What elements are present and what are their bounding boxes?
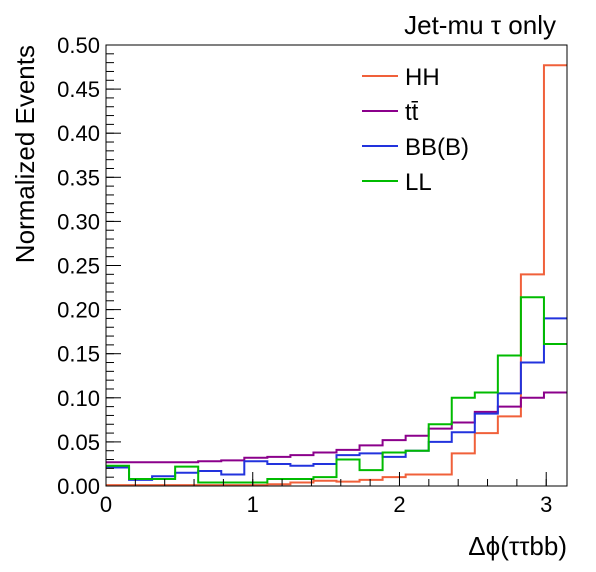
x-tick-label: 3: [540, 492, 552, 517]
chart-title: Jet-mu τ only: [404, 10, 556, 40]
y-tick-label: 0.15: [57, 342, 100, 367]
y-tick-label: 0.05: [57, 430, 100, 455]
y-tick-label: 0.35: [57, 165, 100, 190]
series-line-0: [106, 64, 567, 487]
y-tick-label: 0.50: [57, 33, 100, 58]
series-line-3: [106, 296, 567, 484]
legend-label: tt̄: [405, 99, 419, 126]
y-tick-label: 0.20: [57, 298, 100, 323]
y-axis-label: Normalized Events: [10, 45, 40, 263]
x-tick-label: 1: [247, 492, 259, 517]
y-axis: 0.00 0.05 0.10 0.15 0.20 0.25 0.30 0.35 0.40 0.45…: [57, 33, 121, 499]
x-tick-label: 0: [100, 492, 112, 517]
y-tick-label: 0.40: [57, 121, 100, 146]
legend-label: BB(B): [405, 134, 469, 161]
y-tick-label: 0.45: [57, 77, 100, 102]
y-tick-label: 0.10: [57, 386, 100, 411]
y-tick-label: 0.25: [57, 254, 100, 279]
plot-area: [106, 64, 567, 487]
legend: HH tt̄ BB(B) LL: [362, 64, 469, 196]
y-tick-label: 0.00: [57, 474, 100, 499]
x-axis-label: Δϕ(ττbb): [468, 531, 567, 561]
legend-label: LL: [405, 169, 432, 196]
legend-label: HH: [405, 64, 440, 91]
series-line-2: [106, 317, 567, 481]
x-tick-label: 2: [393, 492, 405, 517]
y-tick-label: 0.30: [57, 209, 100, 234]
x-axis: 0 1 2 3: [100, 472, 552, 517]
